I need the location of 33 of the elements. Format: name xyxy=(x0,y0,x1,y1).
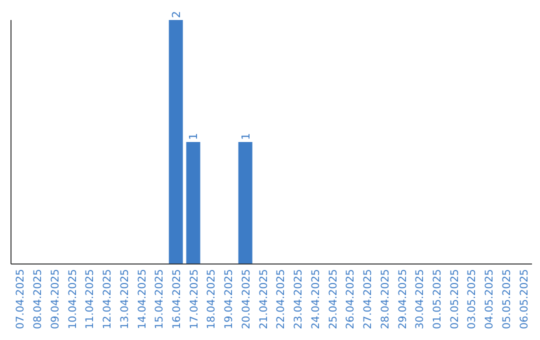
x-tick-label: 24.04.2025 xyxy=(310,269,322,330)
x-tick-label: 30.04.2025 xyxy=(414,269,426,330)
x-tick-label: 13.04.2025 xyxy=(118,269,131,330)
data-label: 1 xyxy=(187,133,200,140)
x-tick-label: 15.04.2025 xyxy=(154,269,166,330)
x-tick-label: 06.05.2025 xyxy=(518,269,530,330)
x-tick-label: 04.05.2025 xyxy=(484,269,496,330)
x-tick-label: 23.04.2025 xyxy=(292,269,305,330)
x-tick-label: 21.04.2025 xyxy=(258,269,270,330)
x-tick-label: 01.05.2025 xyxy=(431,269,444,330)
x-tick-label: 11.04.2025 xyxy=(84,269,96,330)
x-tick-label: 26.04.2025 xyxy=(344,269,357,330)
x-tick-label: 07.04.2025 xyxy=(14,269,27,330)
x-tick-label: 22.04.2025 xyxy=(275,269,288,330)
x-tick-label: 17.04.2025 xyxy=(188,269,200,330)
x-tick-label: 09.04.2025 xyxy=(49,269,62,330)
x-tick-label: 10.04.2025 xyxy=(66,269,79,330)
data-label: 2 xyxy=(170,11,183,18)
x-tick-label: 12.04.2025 xyxy=(102,269,114,330)
x-tick-label: 16.04.2025 xyxy=(170,269,183,330)
x-tick-label: 27.04.2025 xyxy=(362,269,374,330)
x-tick-label: 19.04.2025 xyxy=(223,269,236,330)
x-tick-label: 25.04.2025 xyxy=(327,269,340,330)
x-tick-label: 08.04.2025 xyxy=(32,269,44,330)
x-tick-label: 18.04.2025 xyxy=(206,269,218,330)
x-tick-label: 28.04.2025 xyxy=(379,269,392,330)
data-label: 1 xyxy=(239,133,252,140)
x-tick-label: 05.05.2025 xyxy=(500,269,513,330)
x-tick-label: 14.04.2025 xyxy=(136,269,148,330)
x-tick-label: 20.04.2025 xyxy=(240,269,252,330)
x-tick-label: 02.05.2025 xyxy=(448,269,461,330)
x-tick-label: 03.05.2025 xyxy=(466,269,478,330)
x-tick-label: 29.04.2025 xyxy=(396,269,409,330)
